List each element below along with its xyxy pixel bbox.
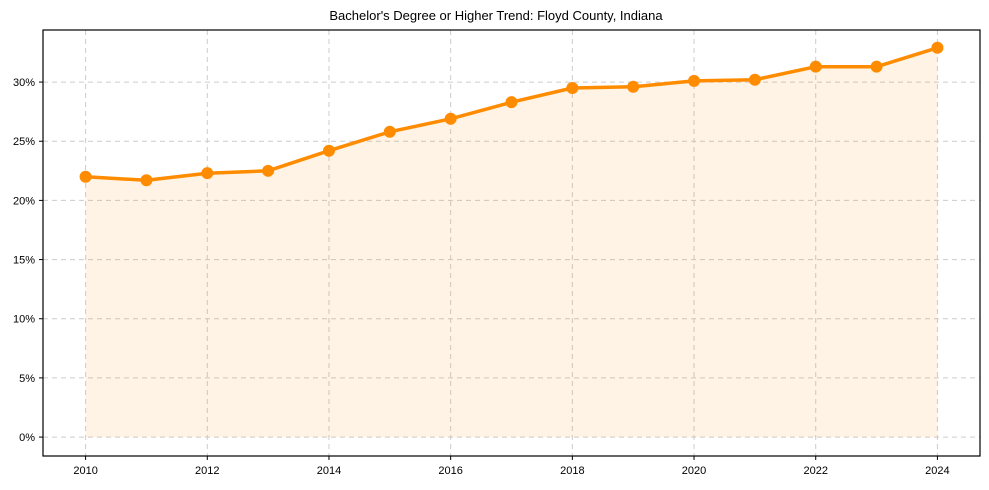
- data-point-marker: [201, 167, 214, 180]
- x-tick-label: 2010: [73, 465, 97, 477]
- x-axis: 2010 2012 2014 2016 2018 2020 2022 2024: [73, 456, 950, 477]
- data-point-marker: [688, 74, 701, 87]
- data-point-marker: [444, 112, 457, 125]
- data-point-marker: [566, 81, 579, 94]
- x-tick-label: 2018: [560, 465, 584, 477]
- data-point-marker: [262, 164, 275, 177]
- data-point-marker: [79, 170, 92, 183]
- y-tick-label: 20%: [13, 195, 35, 207]
- y-tick-label: 0%: [19, 432, 35, 444]
- grid-lines: [43, 30, 980, 456]
- data-point-marker: [748, 73, 761, 86]
- data-point-marker: [140, 174, 153, 187]
- x-tick-label: 2020: [682, 465, 706, 477]
- data-markers: [79, 41, 944, 187]
- chart-title: Bachelor's Degree or Higher Trend: Floyd…: [329, 8, 663, 23]
- x-tick-label: 2024: [925, 465, 949, 477]
- x-tick-label: 2016: [438, 465, 462, 477]
- data-point-marker: [322, 144, 335, 157]
- plot-frame: [42, 29, 981, 457]
- data-point-marker: [383, 125, 396, 138]
- y-tick-label: 30%: [13, 77, 35, 89]
- data-point-marker: [870, 60, 883, 73]
- y-tick-label: 25%: [13, 136, 35, 148]
- x-tick-label: 2022: [803, 465, 827, 477]
- y-tick-label: 5%: [19, 373, 35, 385]
- y-tick-label: 15%: [13, 255, 35, 267]
- x-tick-label: 2014: [317, 465, 341, 477]
- data-point-marker: [505, 96, 518, 109]
- data-point-marker: [809, 60, 822, 73]
- data-point-marker: [931, 41, 944, 54]
- data-point-marker: [627, 80, 640, 93]
- x-tick-label: 2012: [195, 465, 219, 477]
- y-axis: 0% 5% 10% 15% 20% 25% 30%: [13, 77, 43, 444]
- area-fill: [85, 47, 938, 438]
- y-tick-label: 10%: [13, 314, 35, 326]
